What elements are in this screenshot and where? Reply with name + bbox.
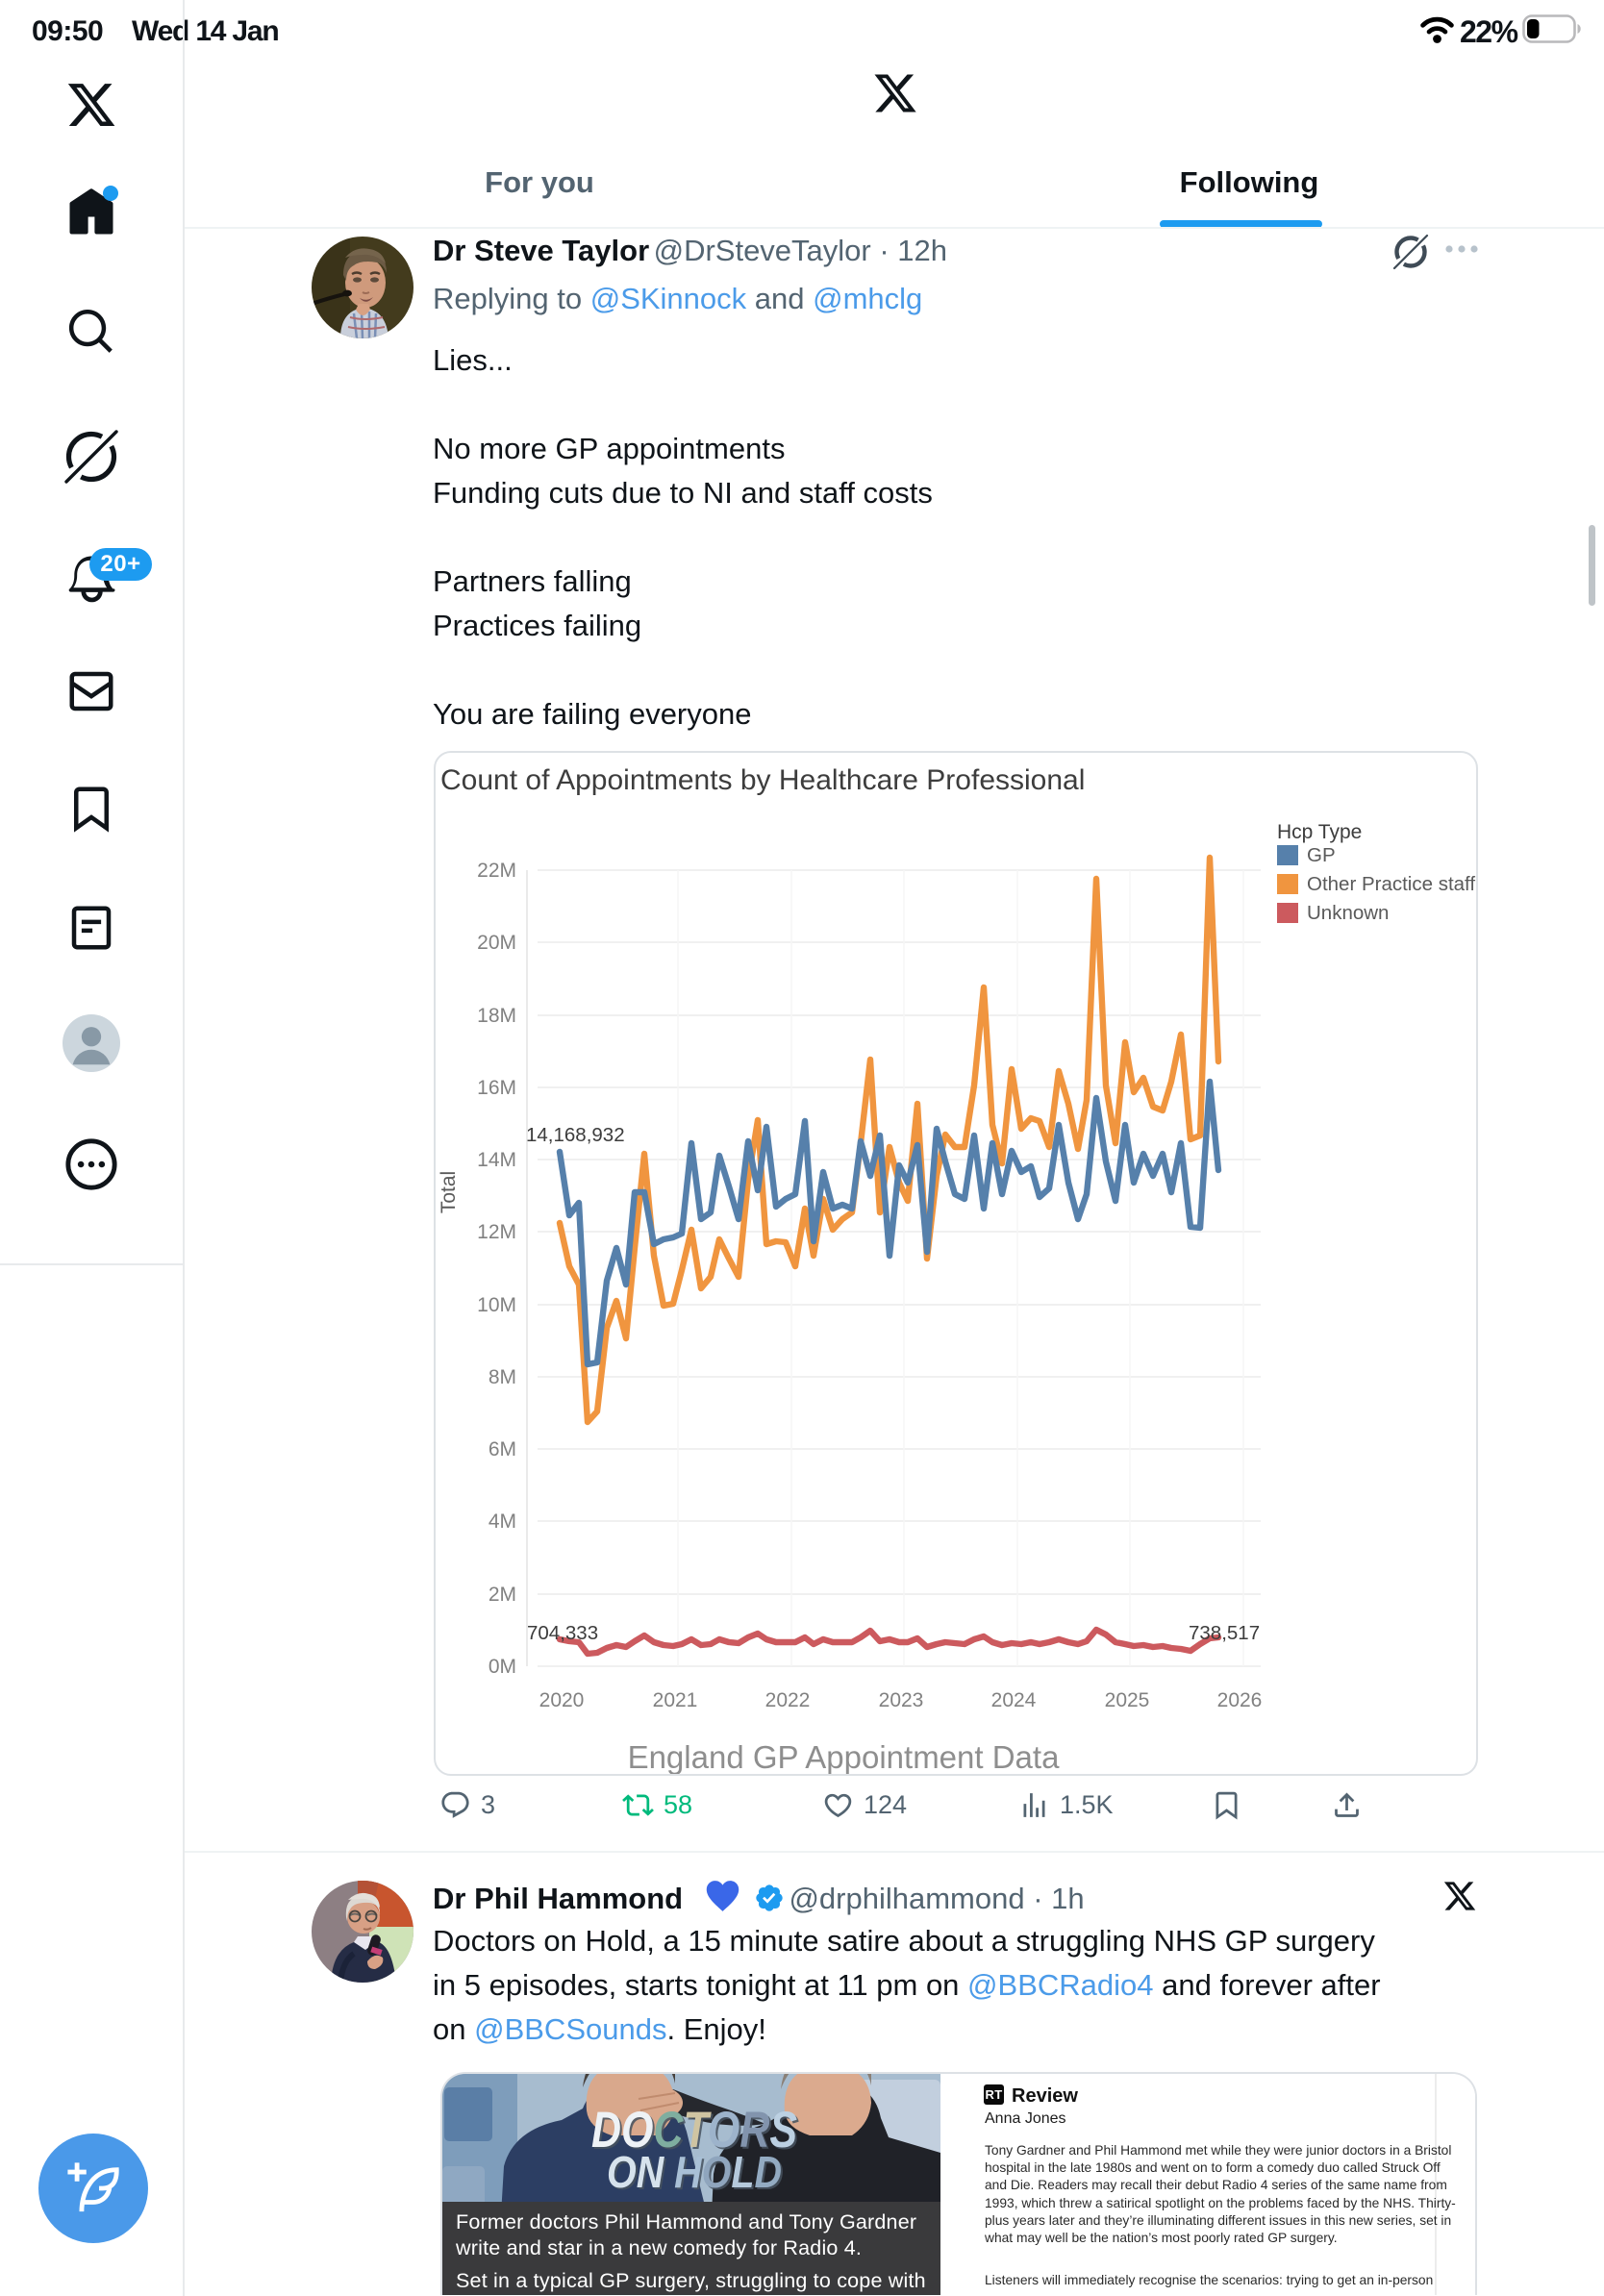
svg-text:Total: Total [438,1171,460,1213]
svg-text:22M: 22M [477,860,516,882]
svg-text:ON HOLD: ON HOLD [609,2149,784,2199]
svg-text:14M: 14M [477,1149,516,1171]
svg-text:GP: GP [1307,844,1336,866]
svg-text:4M: 4M [489,1510,516,1533]
svg-text:2022: 2022 [765,1689,811,1711]
svg-text:6M: 6M [489,1438,516,1460]
svg-text:Other Practice staff: Other Practice staff [1307,873,1475,895]
svg-text:2M: 2M [489,1584,516,1606]
svg-text:ON HOLD: ON HOLD [607,2147,782,2197]
svg-text:Hcp Type: Hcp Type [1277,821,1362,843]
svg-text:10M: 10M [477,1294,516,1316]
svg-text:Count of Appointments by Healt: Count of Appointments by Healthcare Prof… [440,764,1085,796]
svg-text:Unknown: Unknown [1307,902,1389,924]
svg-text:England GP Appointment Data: England GP Appointment Data [628,1739,1061,1774]
svg-text:8M: 8M [489,1366,516,1388]
svg-text:2023: 2023 [879,1689,924,1711]
svg-text:14,168,932: 14,168,932 [526,1124,625,1146]
svg-text:16M: 16M [477,1077,516,1099]
svg-text:12M: 12M [477,1221,516,1243]
svg-text:20M: 20M [477,932,516,954]
svg-text:2020: 2020 [539,1689,585,1711]
svg-text:2025: 2025 [1105,1689,1150,1711]
svg-text:DOCTORS: DOCTORS [591,2102,797,2159]
svg-text:DOCTORS: DOCTORS [593,2104,799,2160]
svg-text:738,517: 738,517 [1189,1622,1260,1644]
svg-text:2021: 2021 [653,1689,698,1711]
svg-text:704,333: 704,333 [527,1622,598,1644]
svg-text:18M: 18M [477,1005,516,1027]
svg-text:2024: 2024 [991,1689,1037,1711]
svg-text:2026: 2026 [1217,1689,1263,1711]
svg-text:0M: 0M [489,1656,516,1678]
